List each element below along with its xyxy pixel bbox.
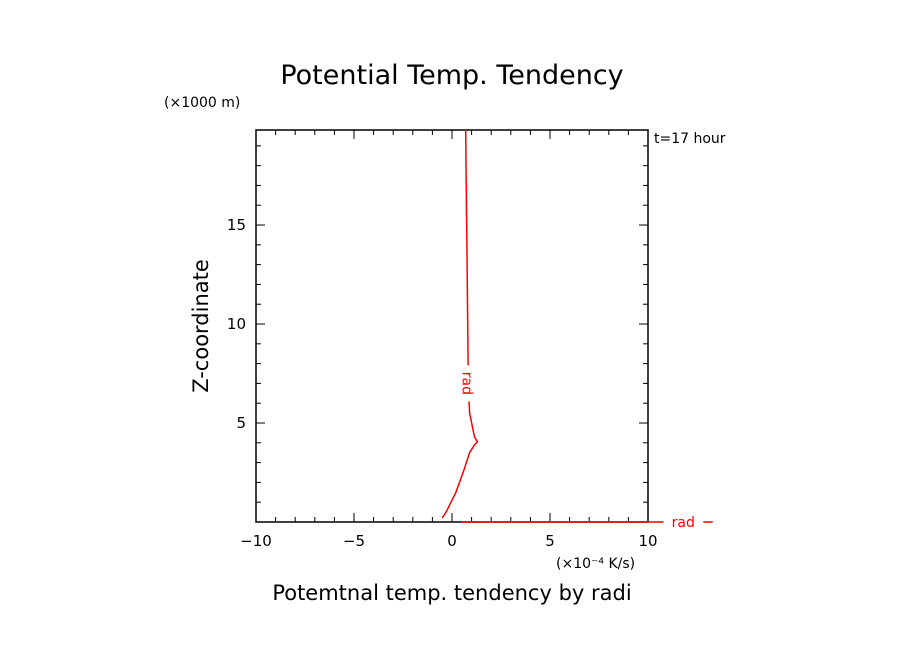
y-axis-unit: (×1000 m): [164, 95, 240, 111]
series-label-horizontal: rad: [672, 515, 695, 531]
axis-tick-labels: −10 −5 0 5 10 5 10 15: [227, 216, 658, 550]
x-tick-label: −5: [343, 532, 365, 550]
chart-title: Potential Temp. Tendency: [280, 60, 623, 91]
x-axis-unit: (×10⁻⁴ K/s): [556, 556, 635, 572]
series-label-mask: [459, 365, 476, 402]
y-tick-label: 10: [227, 315, 246, 333]
y-axis-label: Z-coordinate: [189, 259, 213, 393]
y-tick-label: 15: [227, 216, 246, 234]
y-tick-label: 5: [236, 414, 246, 432]
time-label: t=17 hour: [654, 131, 726, 147]
series-layer: rad rad: [441, 129, 713, 531]
series-line-rad-0: [441, 129, 479, 519]
plot-frame: [255, 129, 649, 523]
x-tick-label: 0: [447, 532, 457, 550]
x-tick-label: −10: [240, 532, 272, 550]
axis-ticks: [255, 130, 649, 522]
x-axis-label: Potemtnal temp. tendency by radi: [272, 581, 631, 605]
x-tick-label: 10: [638, 532, 657, 550]
series-label-mask: [663, 514, 704, 530]
series-label-vertical: rad: [459, 372, 475, 395]
x-tick-label: 5: [545, 532, 555, 550]
